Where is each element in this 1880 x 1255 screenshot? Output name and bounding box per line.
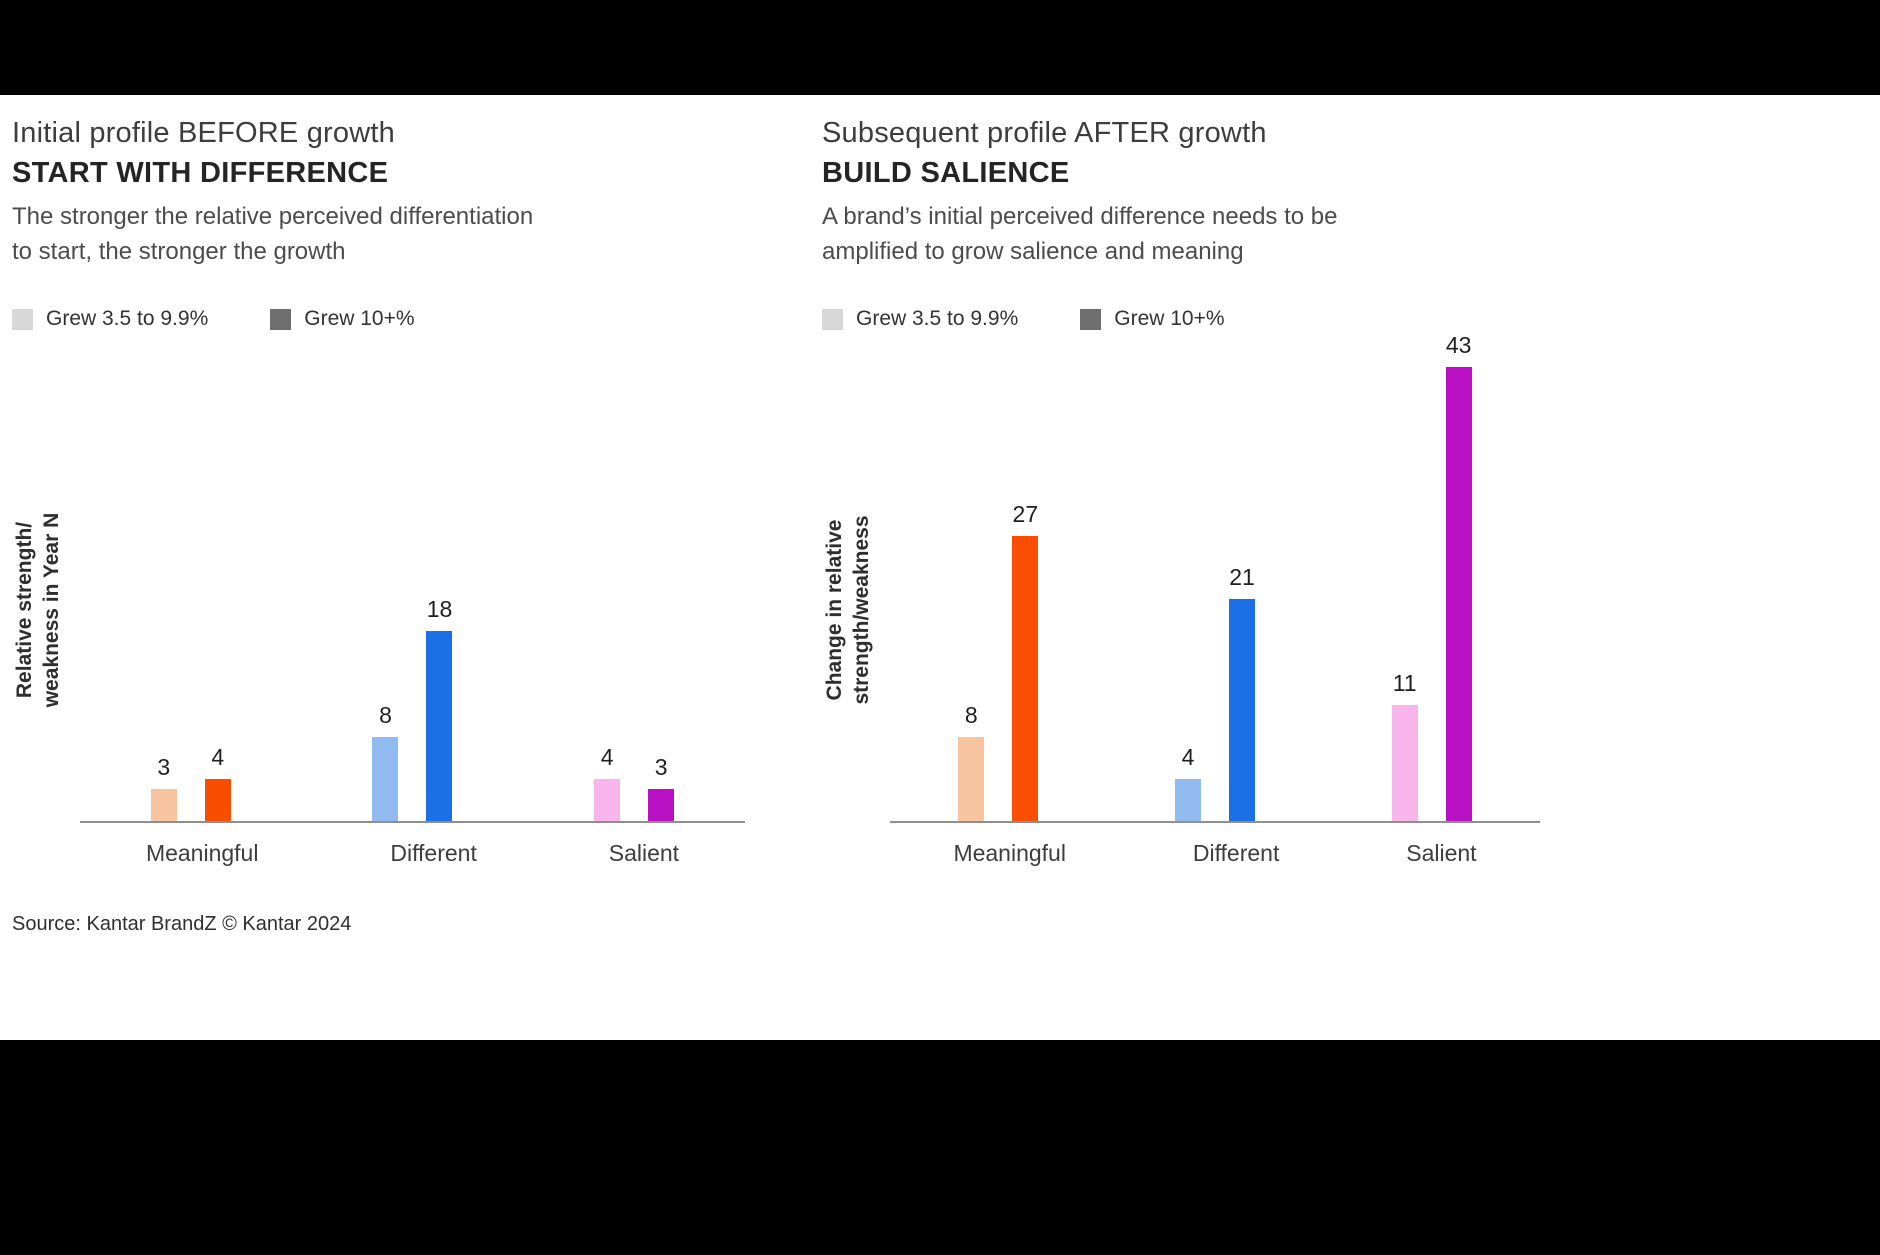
chart-title-regular: Initial profile BEFORE growth — [12, 117, 395, 149]
legend-swatch-light-gray — [12, 308, 33, 330]
chart-panel-before-growth: Initial profile BEFORE growth START WITH… — [10, 95, 750, 1040]
bar — [204, 779, 231, 821]
legend-label: Grew 3.5 to 9.9% — [856, 307, 1019, 330]
chart-subtitle: The stronger the relative perceived diff… — [12, 203, 534, 265]
bar — [1012, 536, 1039, 821]
plot-area: 8 27 4 21 11 43 — [890, 321, 1540, 823]
bar-column-dark-series: 18 — [426, 596, 453, 821]
legend-swatch-dark-gray — [1080, 308, 1102, 330]
bar — [1391, 705, 1418, 821]
bar-value-label: 4 — [1181, 744, 1195, 770]
chart-title-bold: BUILD SALIENCE — [822, 157, 1070, 189]
bar-value-label: 21 — [1229, 564, 1255, 590]
bar-column-light-series: 4 — [594, 744, 621, 821]
chart-title-regular: Subsequent profile AFTER growth — [822, 117, 1267, 149]
bar-column-light-series: 8 — [958, 702, 985, 821]
source-attribution: Source: Kantar BrandZ © Kantar 2024 — [12, 913, 352, 935]
category-label: Different — [390, 840, 477, 866]
legend: Grew 3.5 to 9.9% Grew 10+% — [12, 307, 477, 331]
bar-column-dark-series: 3 — [648, 754, 675, 821]
bar-value-label: 8 — [964, 702, 978, 728]
x-axis-category-labels: Meaningful Different Salient — [80, 840, 745, 867]
bar-value-label: 18 — [426, 596, 453, 622]
bar-column-dark-series: 21 — [1228, 564, 1255, 821]
bar-value-label: 43 — [1445, 332, 1472, 358]
legend: Grew 3.5 to 9.9% Grew 10+% — [822, 307, 1287, 331]
y-axis-label: Relative strength/ weakness in Year N — [13, 512, 63, 708]
bar — [1445, 367, 1472, 821]
legend-swatch-light-gray — [822, 308, 843, 330]
bar-value-label: 3 — [654, 754, 668, 780]
bar — [150, 789, 177, 821]
bar — [426, 631, 453, 821]
chart-title-bold: START WITH DIFFERENCE — [12, 157, 389, 189]
bar — [1174, 779, 1201, 821]
category-label: Salient — [608, 840, 680, 866]
legend-item-dark: Grew 10+% — [270, 307, 415, 331]
bar — [648, 789, 675, 821]
bar — [958, 737, 985, 821]
bar — [372, 737, 399, 821]
legend-label: Grew 3.5 to 9.9% — [46, 307, 209, 330]
legend-label: Grew 10+% — [304, 307, 415, 330]
bar-column-light-series: 8 — [372, 702, 399, 821]
chart-panel-after-growth: Subsequent profile AFTER growth BUILD SA… — [820, 95, 1545, 1040]
category-label: Meaningful — [953, 840, 1066, 866]
bar-column-dark-series: 4 — [204, 744, 231, 821]
chart-subtitle: A brand’s initial perceived difference n… — [822, 203, 1338, 265]
legend-item-light: Grew 3.5 to 9.9% — [12, 307, 208, 331]
bar-group: 8 27 — [958, 501, 1039, 821]
plot-area: 3 4 8 18 4 3 — [80, 321, 745, 823]
category-label: Salient — [1406, 840, 1477, 866]
bar-group: 4 21 — [1174, 564, 1255, 821]
category-label: Meaningful — [145, 840, 259, 866]
legend-label: Grew 10+% — [1114, 307, 1225, 330]
bar-group: 11 43 — [1391, 332, 1472, 821]
y-axis-label: Change in relative strength/weakness — [823, 515, 873, 705]
legend-item-dark: Grew 10+% — [1080, 307, 1225, 331]
bar-value-label: 4 — [600, 744, 614, 770]
chart-title: Initial profile BEFORE growth START WITH… — [12, 113, 395, 193]
bar-column-light-series: 4 — [1174, 744, 1201, 821]
x-axis-category-labels: Meaningful Different Salient — [890, 840, 1540, 867]
bar — [1228, 599, 1255, 821]
bar-column-light-series: 3 — [150, 754, 177, 821]
legend-item-light: Grew 3.5 to 9.9% — [822, 307, 1018, 331]
bar-value-label: 8 — [379, 702, 392, 728]
chart-title: Subsequent profile AFTER growth BUILD SA… — [822, 113, 1267, 193]
bar-value-label: 11 — [1392, 670, 1417, 696]
category-label: Different — [1192, 840, 1280, 866]
chart-canvas: Initial profile BEFORE growth START WITH… — [0, 95, 1880, 1040]
bar-column-dark-series: 43 — [1445, 332, 1472, 821]
bar-group: 8 18 — [372, 596, 453, 821]
bar-column-light-series: 11 — [1391, 670, 1418, 821]
bar-value-label: 27 — [1012, 501, 1039, 527]
bar-value-label: 3 — [157, 754, 171, 780]
bar-value-label: 4 — [211, 744, 225, 770]
bar-column-dark-series: 27 — [1012, 501, 1039, 821]
bar — [594, 779, 621, 821]
legend-swatch-dark-gray — [270, 308, 292, 330]
